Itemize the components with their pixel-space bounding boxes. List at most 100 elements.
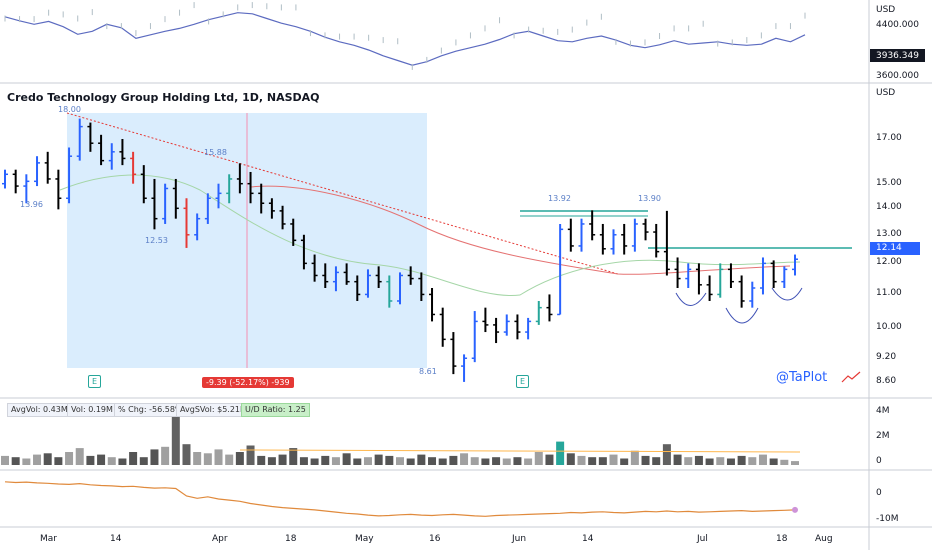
price-axis-unit: USD: [876, 88, 896, 98]
volume-bar: [214, 449, 223, 465]
volume-bar: [630, 450, 639, 465]
cup-arc-1: [675, 292, 707, 306]
earnings-marker-2[interactable]: E: [516, 375, 529, 388]
volume-bar: [438, 458, 447, 465]
volume-bars: [1, 413, 801, 465]
volume-bar: [235, 452, 244, 465]
volume-axis-tick-4m: 4M: [876, 406, 890, 416]
volume-bar: [406, 458, 415, 465]
volume-bar: [65, 452, 74, 465]
volume-bar: [193, 452, 202, 465]
volume-bar: [684, 457, 693, 465]
volume-bar: [492, 457, 501, 465]
price-axis-tick: 13.00: [876, 228, 902, 239]
volume-bar: [225, 454, 234, 465]
volume-bar: [769, 458, 778, 465]
volume-bar: [363, 457, 372, 465]
cup-arc-2: [725, 307, 759, 324]
volume-axis-tick-2m: 2M: [876, 431, 890, 441]
top-pane-unit: USD: [876, 5, 896, 15]
volume-bar: [641, 455, 650, 465]
accumulation-pane: [4, 481, 798, 517]
volume-bar: [33, 454, 42, 465]
volume-bar: [289, 448, 298, 465]
volume-bar: [257, 455, 266, 465]
volume-bar: [791, 461, 799, 465]
volume-bar: [43, 453, 52, 465]
volume-bar: [588, 457, 597, 465]
time-axis-tick: 14: [110, 534, 122, 544]
time-axis-tick: Aug: [815, 534, 833, 544]
volume-bar: [556, 441, 565, 465]
volume-bar: [342, 453, 351, 465]
cup-arc-3: [771, 287, 803, 301]
volume-bar: [524, 458, 533, 465]
time-axis-tick: Apr: [212, 534, 228, 544]
price-axis-tick: 11.00: [876, 288, 902, 299]
top-index-pane: [4, 2, 806, 70]
volume-bar: [428, 457, 437, 465]
top-pane-tick-1: 4400.000: [876, 20, 919, 30]
volume-bar: [481, 458, 490, 465]
last-price-box: [870, 242, 920, 255]
price-tag-high-3: 13.92: [548, 194, 571, 203]
price-tag-low-3: 8.61: [419, 367, 437, 376]
volume-bar: [748, 457, 757, 465]
volume-bar: [75, 448, 84, 465]
volume-bar: [1, 455, 9, 465]
volume-bar: [182, 444, 191, 465]
volume-bar: [470, 457, 479, 465]
time-axis-tick: 18: [285, 534, 297, 544]
volume-bar: [299, 457, 308, 465]
stat-ud-ratio: U/D Ratio: 1.25: [241, 403, 310, 417]
volume-bar: [150, 449, 159, 465]
volume-bar: [139, 457, 148, 465]
volume-bar: [460, 453, 469, 465]
volume-bar: [331, 457, 340, 465]
volume-bar: [161, 446, 170, 465]
top-value-box: [870, 49, 925, 62]
price-bars: [2, 118, 798, 382]
accdist-axis-tick-neg: -10M: [876, 514, 899, 524]
volume-bar: [374, 454, 383, 465]
volume-bar: [694, 455, 703, 465]
symbol-title[interactable]: Credo Technology Group Holding Ltd, 1D, …: [7, 91, 320, 104]
volume-bar: [54, 457, 63, 465]
price-axis-tick: 17.00: [876, 132, 902, 143]
volume-bar: [577, 455, 586, 465]
time-axis-tick: Jul: [697, 534, 708, 544]
price-axis-tick: 9.20: [876, 352, 897, 363]
volume-bar: [246, 445, 255, 465]
volume-bar: [737, 455, 746, 465]
top-pane-current-value: 3936.349: [876, 51, 919, 61]
price-tag-high-4: 13.90: [638, 194, 661, 203]
author-watermark: @TaPlot: [776, 370, 828, 385]
volume-bar: [22, 458, 31, 465]
top-pane-tick-2: 3600.000: [876, 71, 919, 81]
volume-bar: [449, 455, 458, 465]
accdist-axis-tick-0: 0: [876, 488, 882, 498]
measure-label: -9.39 (-52.17%) -939: [202, 377, 294, 388]
index-line: [4, 12, 806, 66]
volume-bar: [534, 452, 543, 465]
time-axis-tick: 16: [429, 534, 441, 544]
volume-bar: [513, 457, 522, 465]
volume-bar: [278, 454, 287, 465]
time-axis-tick: Mar: [40, 534, 57, 544]
volume-bar: [705, 458, 714, 465]
time-axis-tick: May: [355, 534, 374, 544]
ma-green-line: [59, 174, 801, 297]
price-tag-high-2: 15.88: [204, 148, 227, 157]
volume-bar: [118, 458, 127, 465]
earnings-marker-1[interactable]: E: [88, 375, 101, 388]
volume-bar: [321, 455, 330, 465]
time-axis-tick: 18: [776, 534, 788, 544]
volume-axis-tick-0: 0: [876, 456, 882, 466]
price-tag-high: 18.00: [58, 105, 81, 114]
volume-bar: [545, 454, 554, 465]
volume-bar: [780, 459, 789, 465]
volume-bar: [620, 458, 629, 465]
volume-bar: [417, 454, 426, 465]
volume-bar: [129, 452, 138, 465]
volume-bar: [726, 458, 735, 465]
